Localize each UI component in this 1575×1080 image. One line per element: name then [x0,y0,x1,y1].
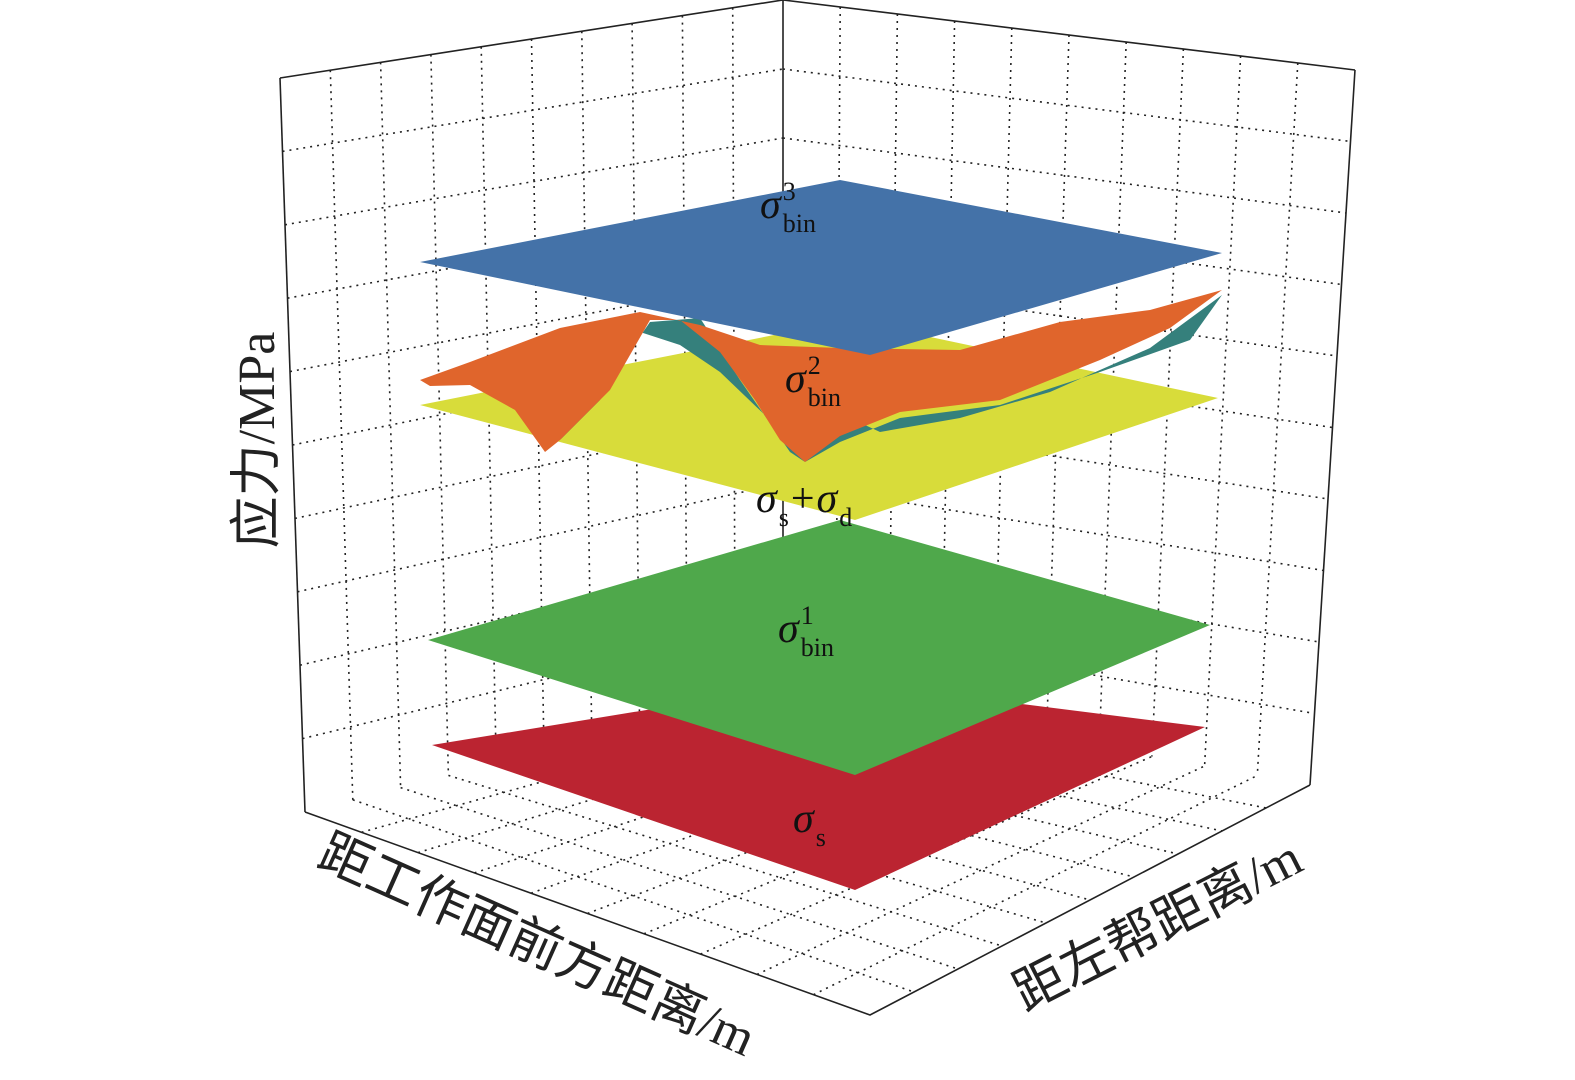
grid-line [282,68,784,153]
grid-line [1203,55,1242,767]
surface-label: σ1 bin [778,601,834,662]
grid-line [782,68,1351,143]
grid-line [756,765,1205,976]
label-part: σ [778,606,801,652]
label-part: σ [793,796,816,842]
surface-green [428,520,1210,775]
label-part: σ [785,356,808,402]
label-part: 3 [783,177,796,206]
label-part: bin [808,383,841,412]
label-part: + [791,476,815,522]
grid-line [495,762,1047,924]
surface-label: σ2 bin [785,351,841,412]
label-part: σ [817,476,840,522]
grid-line [1256,62,1299,776]
floor-edge [304,784,1311,1016]
label-part: σ [756,476,779,522]
surface-label: σ3 bin [760,177,816,238]
label-part: s [816,823,826,852]
label-part: d [839,503,852,532]
surface-teal [560,295,1222,462]
surface-label: σs [793,796,826,852]
grid-line [284,137,784,226]
grid-line [352,799,915,993]
surface-orange [420,290,1222,462]
label-part: s [779,503,789,532]
surface-label: σs+σd [756,476,852,532]
label-part: 2 [808,351,821,380]
label-part: 1 [801,601,814,630]
y-axis-label: 距左帮距离/m [1005,829,1311,1023]
label-part: bin [783,209,816,238]
top-edge [279,0,1356,79]
grid-line [782,620,1315,715]
surface-red [432,680,1205,890]
grid-line [430,54,450,776]
grid-line [379,62,402,788]
right-edge [1309,69,1356,786]
label-part: σ [760,182,783,228]
z-axis-label: 应力/MPa [229,332,286,549]
surface-blue [420,180,1222,355]
label-part: bin [801,633,834,662]
grid-line [297,482,784,593]
x-axis-label: 距工作面前方距离/m [310,824,763,1068]
left-edge [279,77,306,813]
